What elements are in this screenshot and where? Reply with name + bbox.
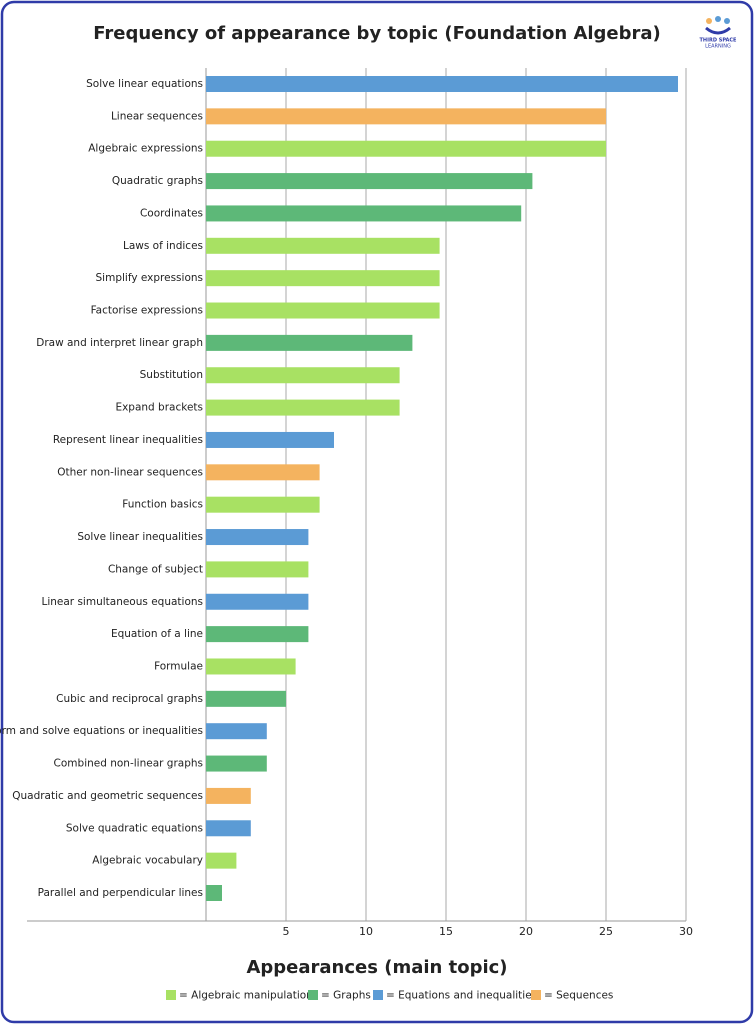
y-tick-label: Solve linear equations bbox=[86, 78, 203, 90]
y-tick-label: Represent linear inequalities bbox=[53, 434, 203, 446]
bar bbox=[206, 755, 267, 772]
x-tick-label: 5 bbox=[283, 925, 290, 938]
y-tick-label: Laws of indices bbox=[123, 240, 203, 252]
y-tick-label: Linear sequences bbox=[111, 110, 203, 122]
y-tick-label: Draw and interpret linear graph bbox=[36, 337, 203, 349]
y-tick-label: Solve quadratic equations bbox=[66, 822, 203, 834]
y-tick-label: Factorise expressions bbox=[91, 305, 203, 317]
bar bbox=[206, 237, 440, 254]
logo-dot bbox=[706, 18, 712, 24]
x-tick-label: 30 bbox=[679, 925, 693, 938]
legend-label: = Algebraic manipulation bbox=[179, 990, 313, 1002]
bar bbox=[206, 302, 440, 319]
x-axis-title: Appearances (main topic) bbox=[246, 957, 507, 978]
bar bbox=[206, 852, 237, 869]
legend-label: = Equations and inequalities bbox=[386, 990, 537, 1002]
bar bbox=[206, 173, 533, 190]
y-tick-label: Form and solve equations or inequalities bbox=[0, 725, 203, 737]
y-tick-label: Equation of a line bbox=[111, 628, 203, 640]
bar bbox=[206, 108, 606, 125]
bar bbox=[206, 76, 678, 92]
y-tick-label: Cubic and reciprocal graphs bbox=[56, 693, 203, 705]
y-tick-label: Algebraic expressions bbox=[88, 143, 203, 155]
x-tick-label: 10 bbox=[359, 925, 373, 938]
bar bbox=[206, 496, 320, 513]
bar bbox=[206, 270, 440, 287]
chart-title: Frequency of appearance by topic (Founda… bbox=[93, 23, 661, 44]
y-tick-label: Quadratic and geometric sequences bbox=[12, 790, 203, 802]
y-tick-label: Quadratic graphs bbox=[112, 175, 203, 187]
y-tick-label: Parallel and perpendicular lines bbox=[38, 887, 203, 899]
y-tick-label: Change of subject bbox=[108, 563, 203, 575]
y-tick-label: Other non-linear sequences bbox=[57, 466, 203, 478]
x-tick-label: 15 bbox=[439, 925, 453, 938]
logo-smile bbox=[705, 26, 731, 35]
y-tick-label: Linear simultaneous equations bbox=[41, 596, 203, 608]
bar bbox=[206, 787, 251, 804]
y-tick-label: Coordinates bbox=[140, 207, 203, 219]
bar bbox=[206, 626, 309, 643]
bar bbox=[206, 205, 522, 222]
y-tick-label: Substitution bbox=[140, 369, 203, 381]
logo-text: THIRD SPACE bbox=[700, 38, 738, 44]
y-tick-label: Formulae bbox=[154, 660, 203, 672]
legend-label: = Sequences bbox=[544, 990, 613, 1002]
legend-swatch bbox=[373, 990, 383, 1000]
bar bbox=[206, 334, 413, 351]
logo-text: LEARNING bbox=[705, 44, 731, 50]
y-tick-label: Function basics bbox=[122, 499, 203, 511]
bar bbox=[206, 561, 309, 578]
bar bbox=[206, 723, 267, 740]
bar bbox=[206, 431, 334, 448]
bar bbox=[206, 367, 400, 384]
bar bbox=[206, 140, 606, 157]
y-tick-label: Simplify expressions bbox=[96, 272, 203, 284]
y-tick-label: Solve linear inequalities bbox=[77, 531, 203, 543]
legend-swatch bbox=[531, 990, 541, 1000]
logo: THIRD SPACE LEARNING bbox=[700, 16, 738, 50]
y-tick-label: Combined non-linear graphs bbox=[54, 758, 203, 770]
bar bbox=[206, 399, 400, 416]
x-tick-label: 25 bbox=[599, 925, 613, 938]
bar bbox=[206, 529, 309, 546]
legend-swatch bbox=[308, 990, 318, 1000]
legend-swatch bbox=[166, 990, 176, 1000]
bar bbox=[206, 658, 296, 675]
y-tick-label: Algebraic vocabulary bbox=[92, 855, 203, 867]
bar bbox=[206, 885, 222, 901]
y-tick-label: Expand brackets bbox=[115, 402, 203, 414]
logo-dot bbox=[724, 18, 730, 24]
x-tick-label: 20 bbox=[519, 925, 533, 938]
bar bbox=[206, 593, 309, 610]
legend-label: = Graphs bbox=[321, 990, 371, 1002]
bar bbox=[206, 690, 286, 707]
logo-dot bbox=[715, 16, 721, 22]
bar bbox=[206, 820, 251, 837]
bar bbox=[206, 464, 320, 481]
